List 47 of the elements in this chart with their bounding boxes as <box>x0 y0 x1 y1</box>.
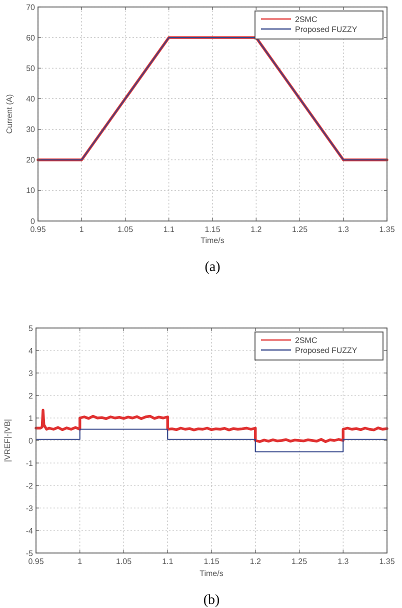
x-axis-title: Time/s <box>200 236 224 245</box>
x-tick-label: 1.1 <box>162 557 174 566</box>
y-tick-label: -1 <box>26 458 34 468</box>
y-tick-label: 0 <box>28 436 34 446</box>
y-tick-label: 2 <box>28 391 34 400</box>
y-tick-label: 40 <box>26 94 36 104</box>
x-tick-label: 0.95 <box>30 225 46 234</box>
legend-label: Proposed FUZZY <box>295 24 358 34</box>
y-tick-label: 0 <box>30 216 36 226</box>
x-tick-label: 1.3 <box>338 557 350 566</box>
y-tick-label: 10 <box>26 186 36 196</box>
legend-label: Proposed FUZZY <box>295 346 358 355</box>
y-tick-label: 5 <box>28 324 34 333</box>
x-tick-label: 1.2 <box>250 557 262 566</box>
y-tick-label: 60 <box>26 33 36 42</box>
y-tick-label: -4 <box>26 526 34 536</box>
y-tick-label: 20 <box>26 156 36 165</box>
x-tick-label: 1.25 <box>291 557 308 566</box>
x-tick-label: 1.15 <box>204 557 220 566</box>
x-tick-label: 1.35 <box>379 225 396 234</box>
x-tick-label: 1.2 <box>250 225 262 234</box>
x-tick-label: 0.95 <box>28 557 44 566</box>
text: (a) <box>204 260 221 275</box>
x-tick-label: 1.05 <box>116 557 132 566</box>
legend-label: 2SMC <box>295 14 318 24</box>
x-tick-label: 1.05 <box>117 225 134 234</box>
y-tick-label: -5 <box>26 548 34 558</box>
x-tick-label: 1 <box>79 225 84 234</box>
y-axis-title: |VREF|-|VB| <box>3 419 12 462</box>
text: (b) <box>203 593 220 608</box>
legend-label: 2SMC <box>295 336 318 345</box>
y-tick-label: 1 <box>28 414 34 423</box>
x-tick-label: 1.15 <box>204 225 221 234</box>
y-tick-label: -2 <box>26 481 34 490</box>
y-tick-label: 4 <box>28 346 34 356</box>
y-axis-title: Current (A) <box>5 94 14 134</box>
y-tick-label: 70 <box>26 2 36 12</box>
y-tick-label: 50 <box>26 64 36 73</box>
x-tick-label: 1 <box>78 557 83 566</box>
x-tick-label: 1.35 <box>379 557 396 566</box>
y-tick-label: 30 <box>26 125 36 134</box>
x-tick-label: 1.3 <box>338 225 350 234</box>
y-tick-label: -3 <box>26 504 34 513</box>
x-tick-label: 1.1 <box>163 225 175 234</box>
x-tick-label: 1.25 <box>292 225 308 234</box>
x-axis-title: Time/s <box>200 569 224 578</box>
y-tick-label: 3 <box>28 368 34 378</box>
